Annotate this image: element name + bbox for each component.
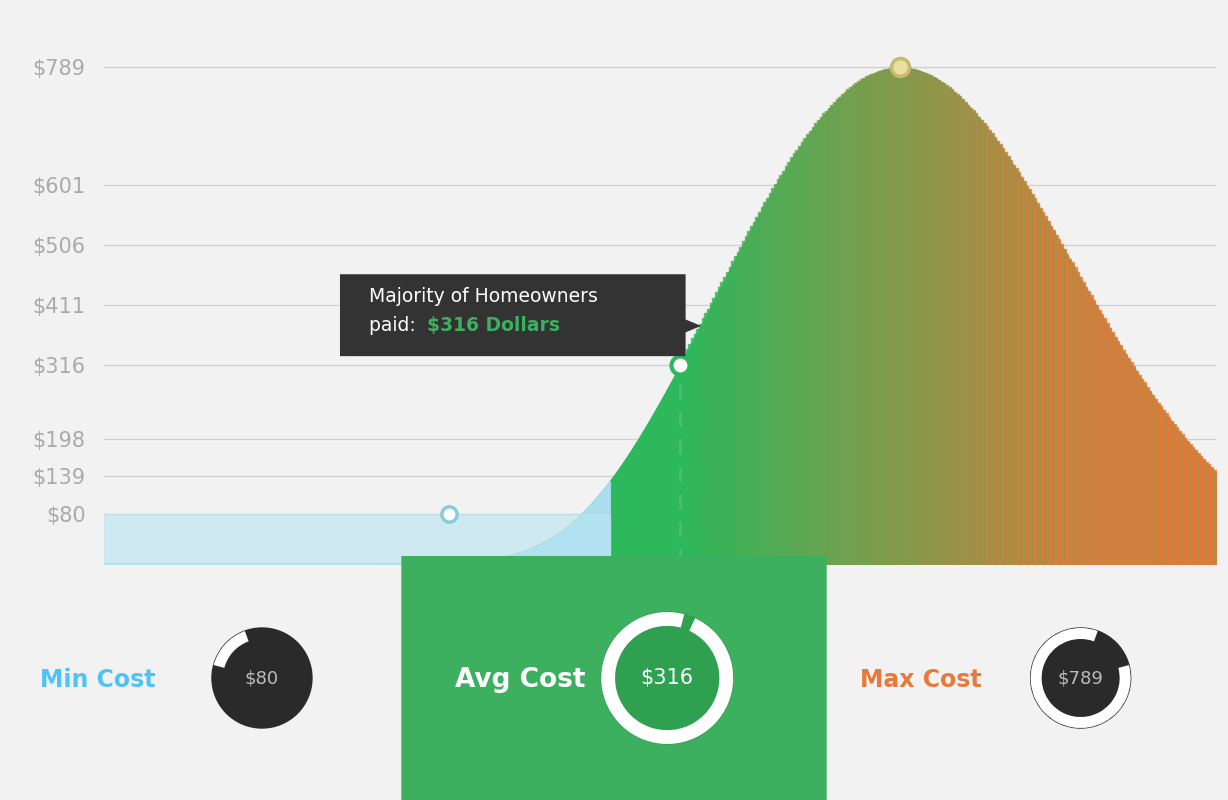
Text: Max Cost: Max Cost (860, 669, 982, 693)
Text: Min Cost: Min Cost (41, 669, 156, 693)
Text: $316 Dollars: $316 Dollars (426, 317, 560, 335)
Wedge shape (602, 612, 733, 744)
Text: paid:: paid: (368, 317, 421, 335)
Wedge shape (1030, 628, 1131, 728)
Polygon shape (677, 316, 701, 336)
FancyBboxPatch shape (340, 274, 685, 356)
Text: $316: $316 (641, 668, 694, 688)
Circle shape (1030, 628, 1131, 728)
Text: $80: $80 (244, 669, 279, 687)
Circle shape (602, 612, 733, 744)
Circle shape (212, 628, 312, 728)
Text: Avg Cost: Avg Cost (454, 667, 585, 694)
Text: $789: $789 (1057, 669, 1104, 687)
Wedge shape (214, 631, 248, 668)
Text: Majority of Homeowners: Majority of Homeowners (368, 286, 598, 306)
FancyBboxPatch shape (402, 490, 826, 800)
